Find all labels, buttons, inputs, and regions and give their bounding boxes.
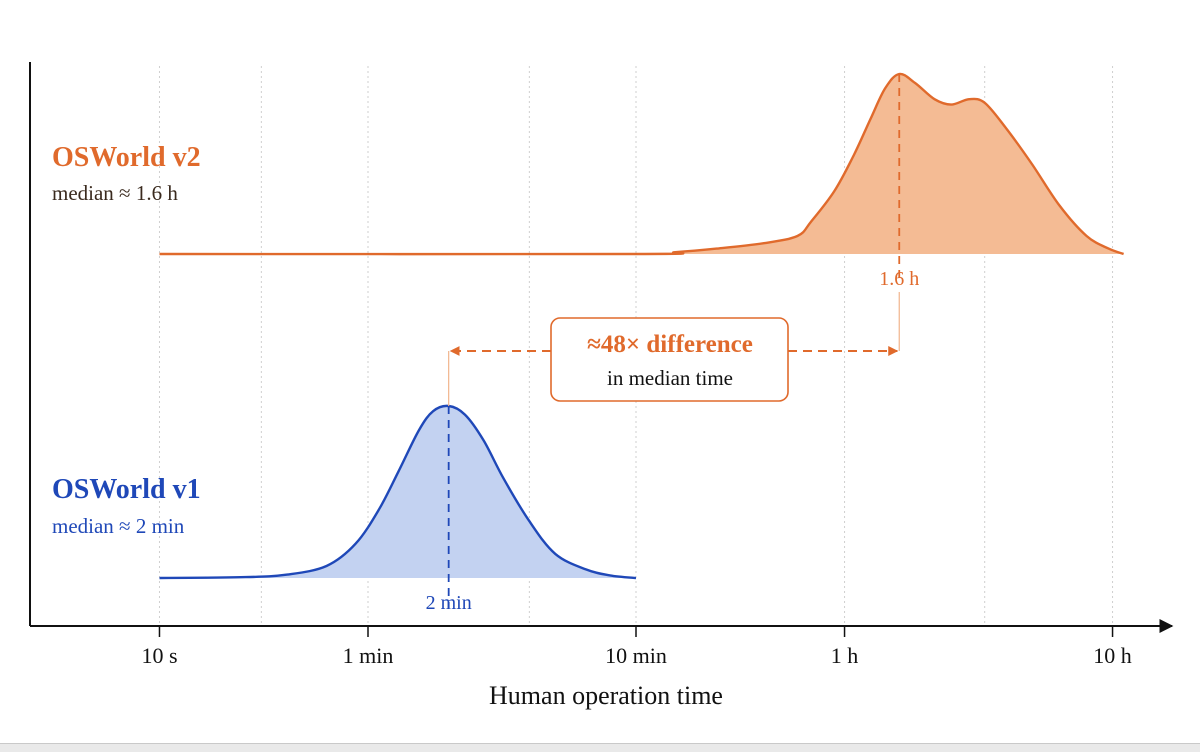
series-subtitle-v1: median ≈ 2 min (52, 514, 185, 538)
x-tick-label: 10 h (1093, 643, 1132, 668)
series-title-v1: OSWorld v1 (52, 474, 201, 505)
density-fill (159, 73, 1124, 255)
series-subtitle-v2: median ≈ 1.6 h (52, 181, 178, 205)
density-curve (159, 72, 1125, 256)
series-layer: 1.6 h 2 min (159, 72, 1125, 614)
median-label-v1: 2 min (426, 592, 472, 614)
x-tick-label: 10 min (605, 643, 667, 668)
x-ticks: 10 s 1 min 10 min 1 h 10 h (141, 626, 1132, 668)
difference-annotation: ≈48× difference in median time (449, 317, 899, 402)
x-tick-label: 10 s (141, 643, 177, 668)
density-curve (159, 404, 637, 580)
x-tick-label: 1 h (831, 643, 859, 668)
x-axis-label: Human operation time (489, 681, 723, 710)
difference-callout-box (550, 317, 789, 402)
x-tick-label: 1 min (343, 643, 394, 668)
difference-callout-sub: in median time (607, 366, 733, 390)
median-label-v2: 1.6 h (879, 268, 919, 290)
window-bottom-edge (0, 743, 1200, 752)
series-title-v2: OSWorld v2 (52, 142, 201, 173)
difference-callout-main: ≈48× difference (587, 331, 753, 358)
density-fill (159, 405, 636, 578)
